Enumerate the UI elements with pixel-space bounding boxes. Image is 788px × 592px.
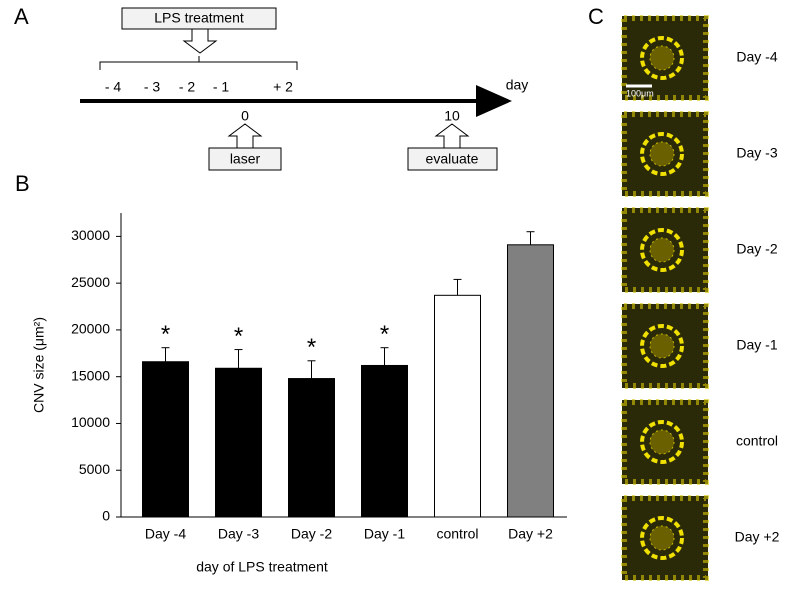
bar: [215, 367, 262, 518]
texture: [621, 207, 709, 293]
day-label: - 3: [144, 79, 161, 95]
day-label: + 2: [273, 79, 293, 95]
image-label: Day +2: [735, 529, 780, 545]
texture: [621, 15, 709, 101]
panel-label: B: [15, 171, 30, 196]
lesion-ring: [640, 228, 684, 272]
lesion-core: [649, 45, 675, 71]
lesion-core: [649, 525, 675, 551]
day-label: 10: [444, 108, 460, 124]
x-tick-label: Day -2: [291, 526, 332, 542]
significance: *: [161, 321, 170, 348]
y-tick-label: 10000: [71, 414, 110, 430]
day-label: - 4: [105, 79, 122, 95]
event-label: evaluate: [426, 151, 479, 167]
day-label: 0: [241, 108, 249, 124]
lesion-ring: [640, 132, 684, 176]
panel-label: C: [588, 4, 604, 29]
event-label: laser: [230, 151, 261, 167]
panel-c: Day -4 Day -3 Day -2 Day -1 control Day +2 100…: [621, 15, 780, 581]
x-tick-label: Day -3: [218, 526, 259, 542]
lesion-core: [649, 141, 675, 167]
image-label: Day -4: [736, 49, 777, 65]
image-label: Day -1: [736, 337, 777, 353]
lesion-core: [649, 237, 675, 263]
day-label: - 1: [213, 79, 230, 95]
image-label: Day -3: [736, 145, 777, 161]
arrow-up: [434, 123, 470, 149]
arrow-up: [227, 123, 263, 149]
x-tick-label: Day -1: [364, 526, 405, 542]
x-tick-label: control: [436, 526, 478, 542]
texture: [621, 399, 709, 485]
y-axis-label: CNV size (μm²): [31, 317, 47, 413]
lesion-ring: [640, 516, 684, 560]
box: [208, 147, 282, 171]
x-tick-label: Day +2: [508, 526, 553, 542]
significance: *: [380, 321, 389, 348]
image-label: control: [736, 433, 778, 449]
significance: *: [234, 323, 243, 350]
bar: [142, 361, 189, 518]
texture: [621, 495, 709, 581]
x-tick-label: Day -4: [145, 526, 186, 542]
axis-label: day: [506, 77, 529, 93]
panel-a: A LPS treatment day 0 laser 10 evaluate: [14, 4, 529, 171]
lesion-core: [649, 429, 675, 455]
y-tick-label: 25000: [71, 274, 110, 290]
significance: *: [307, 334, 316, 361]
lesion-ring: [640, 420, 684, 464]
y-tick-label: 15000: [71, 367, 110, 383]
y-tick-label: 0: [102, 508, 110, 524]
lesion-core: [649, 333, 675, 359]
bar: [361, 364, 408, 518]
bar: [507, 244, 554, 518]
y-tick-label: 20000: [71, 321, 110, 337]
lesion-ring: [640, 324, 684, 368]
x-axis-label: day of LPS treatment: [196, 559, 328, 575]
bar: [434, 294, 481, 518]
scale-label: 100μm: [626, 88, 654, 98]
bracket: [99, 56, 298, 70]
arrow-down: [182, 28, 218, 54]
box: [407, 147, 498, 171]
y-tick-label: 5000: [79, 461, 110, 477]
treatment-label: LPS treatment: [154, 10, 244, 26]
texture: [621, 303, 709, 389]
panel-label: A: [14, 4, 29, 29]
bar: [288, 378, 335, 518]
texture: [621, 111, 709, 197]
image-label: Day -2: [736, 241, 777, 257]
day-label: - 2: [179, 79, 196, 95]
y-tick-label: 30000: [71, 227, 110, 243]
lesion-ring: [640, 36, 684, 80]
